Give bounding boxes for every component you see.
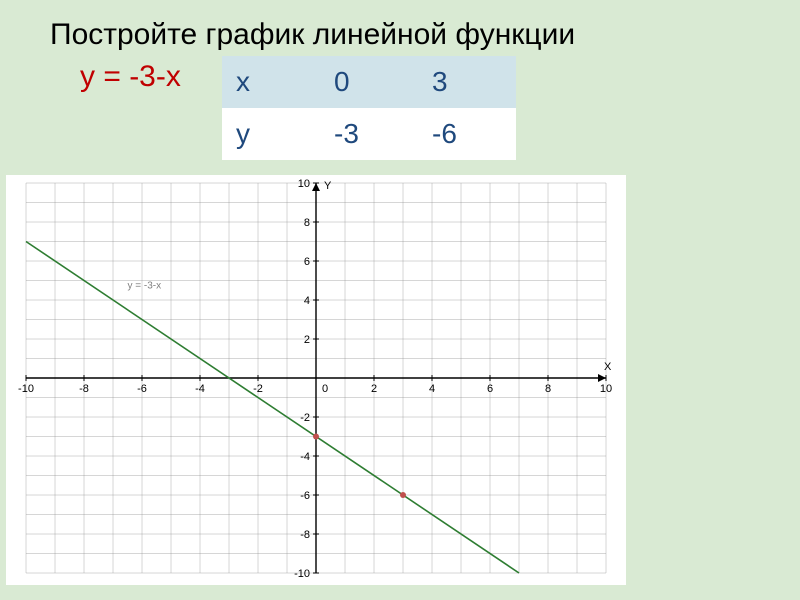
svg-text:-6: -6 [300, 490, 310, 502]
page-title: Постройте график линейной функции [50, 18, 575, 52]
svg-text:X: X [604, 361, 612, 373]
svg-text:6: 6 [304, 256, 310, 268]
table-cell-1: -6 [418, 108, 516, 160]
equation-text: у = -3-х [80, 60, 181, 94]
svg-text:y = -3-x: y = -3-x [128, 280, 162, 291]
svg-text:-10: -10 [294, 568, 310, 580]
svg-text:-10: -10 [18, 383, 34, 395]
svg-text:8: 8 [304, 217, 310, 229]
table-row-label-y: у [222, 108, 320, 160]
svg-text:-6: -6 [137, 383, 147, 395]
svg-text:4: 4 [304, 295, 310, 307]
svg-text:-4: -4 [300, 451, 310, 463]
svg-text:4: 4 [429, 383, 435, 395]
values-table: х 0 3 у -3 -6 [222, 56, 516, 160]
svg-text:8: 8 [545, 383, 551, 395]
svg-text:-8: -8 [79, 383, 89, 395]
table-header-val0: 0 [320, 56, 418, 108]
svg-text:Y: Y [324, 180, 332, 192]
svg-text:2: 2 [371, 383, 377, 395]
svg-text:0: 0 [322, 383, 328, 395]
svg-text:2: 2 [304, 334, 310, 346]
linear-function-chart: -10 -8 -6 -4 -2 0 2 4 6 8 10 -10 -8 -6 -4 -2 2 4 6 8 10 X Yy =… [6, 175, 626, 585]
svg-text:-8: -8 [300, 529, 310, 541]
table-header-x: х [222, 56, 320, 108]
svg-text:10: 10 [298, 178, 310, 190]
table-header-val1: 3 [418, 56, 516, 108]
svg-text:-2: -2 [300, 412, 310, 424]
chart-container: -10 -8 -6 -4 -2 0 2 4 6 8 10 -10 -8 -6 -4 -2 2 4 6 8 10 X Yy =… [6, 175, 626, 585]
svg-text:-4: -4 [195, 383, 205, 395]
svg-text:6: 6 [487, 383, 493, 395]
svg-text:10: 10 [600, 383, 612, 395]
table-cell-0: -3 [320, 108, 418, 160]
table-header-row: х 0 3 [222, 56, 516, 108]
table-value-row: у -3 -6 [222, 108, 516, 160]
svg-text:-2: -2 [253, 383, 263, 395]
